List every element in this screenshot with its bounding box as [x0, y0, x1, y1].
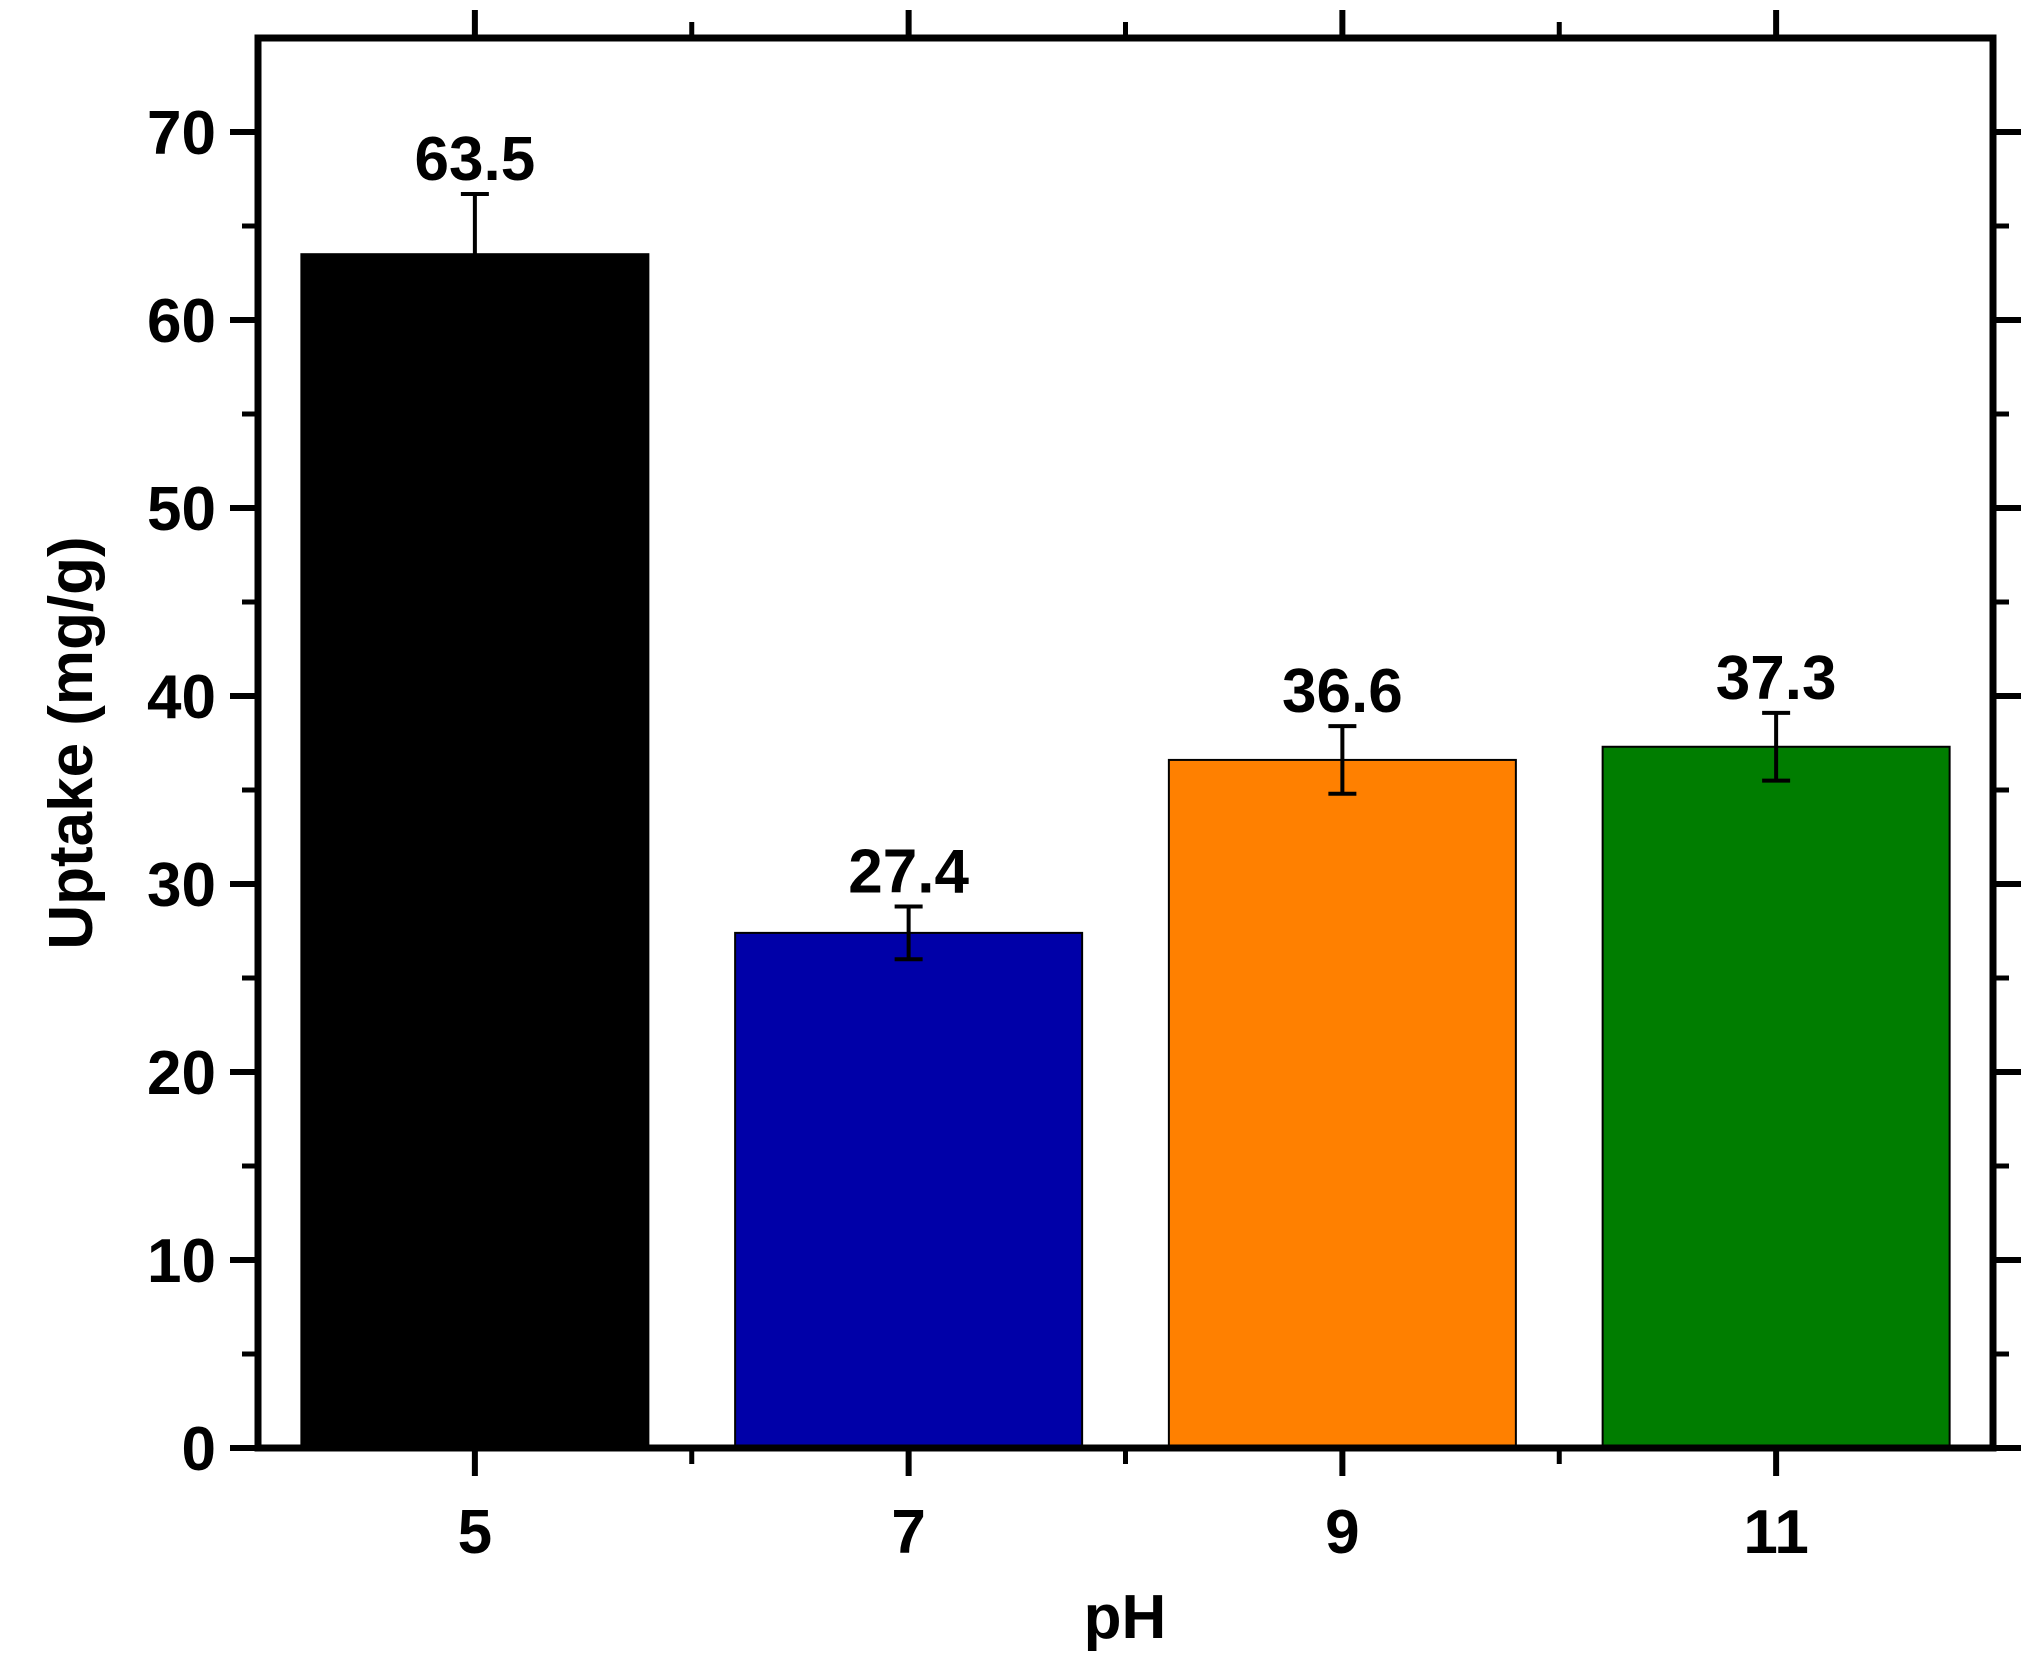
value-labels: 63.5 27.4 36.6 37.3 [415, 125, 1837, 907]
x-tick-label: 7 [891, 1498, 925, 1567]
y-tick-label: 0 [182, 1415, 216, 1484]
bar-ph-9 [1167, 758, 1517, 1449]
y-tick-label: 20 [147, 1039, 216, 1108]
value-label: 37.3 [1716, 644, 1837, 713]
value-label: 36.6 [1282, 657, 1403, 726]
y-tick-label: 70 [147, 99, 216, 168]
bar-ph-11 [1601, 745, 1951, 1449]
x-tick-labels: 5 7 9 11 [458, 1498, 1809, 1567]
axis-ticks [230, 10, 2021, 1476]
bar-ph-7 [734, 931, 1084, 1449]
y-tick-labels: 0 10 20 30 40 50 60 70 [147, 99, 216, 1484]
y-tick-label: 30 [147, 851, 216, 920]
y-tick-label: 60 [147, 287, 216, 356]
error-bars-layer [460, 192, 1791, 962]
x-tick-label: 9 [1325, 1498, 1359, 1567]
value-label: 63.5 [415, 125, 536, 194]
x-tick-label: 11 [1743, 1498, 1809, 1567]
value-label: 27.4 [848, 838, 969, 907]
y-axis-title: Uptake (mg/g) [37, 536, 106, 949]
y-tick-label: 50 [147, 475, 216, 544]
bars-layer [300, 253, 1951, 1450]
x-axis-title: pH [1084, 1583, 1167, 1652]
y-tick-label: 10 [147, 1227, 216, 1296]
bar-ph-5 [300, 253, 650, 1450]
y-tick-label: 40 [147, 663, 216, 732]
x-tick-label: 5 [458, 1498, 492, 1567]
